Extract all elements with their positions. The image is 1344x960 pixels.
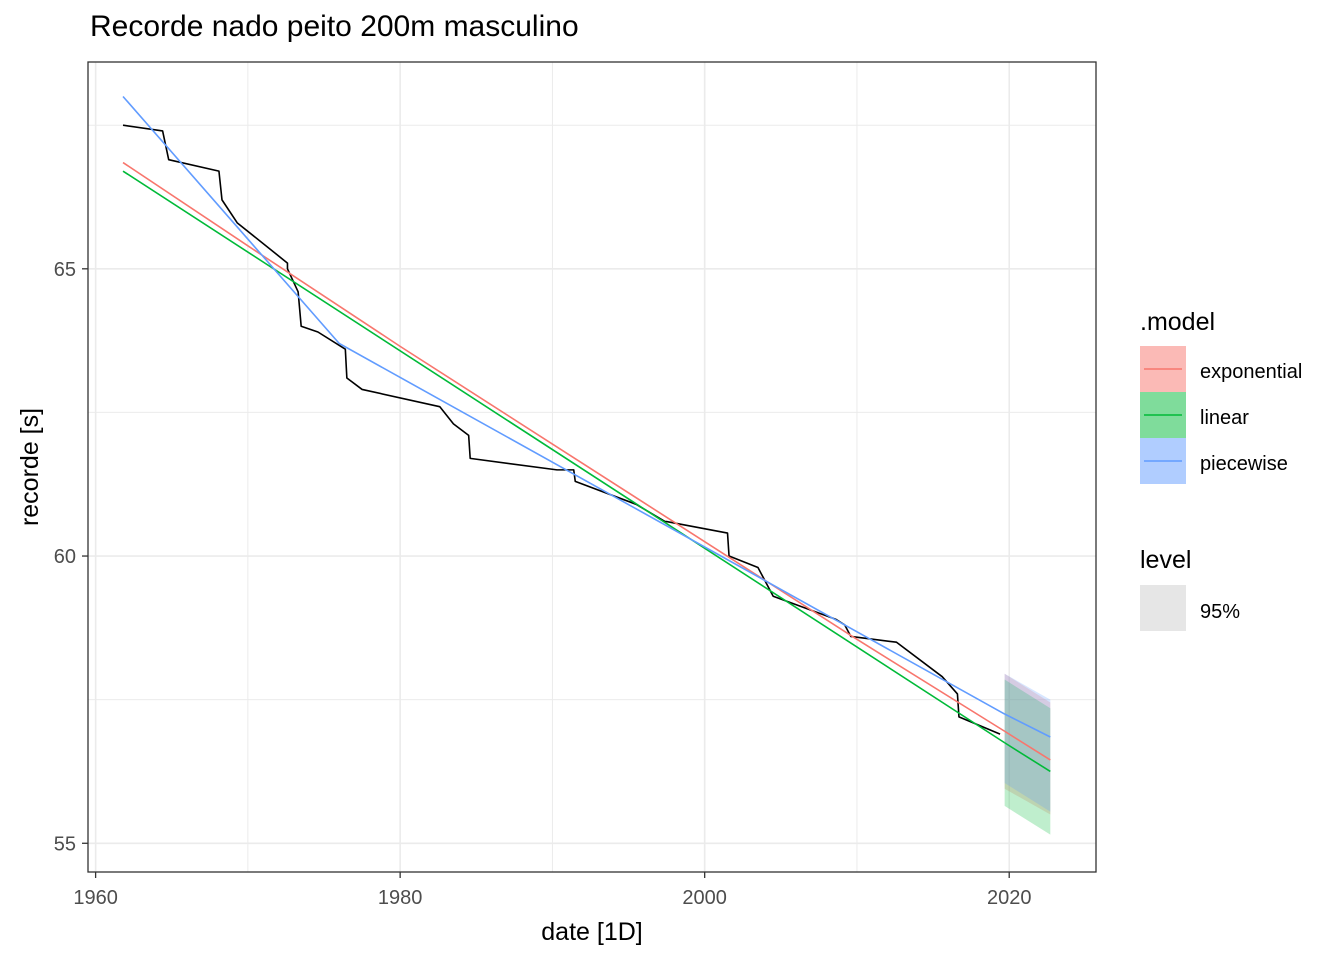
- minor-gridlines: [88, 62, 1096, 872]
- fitted-line-exponential: [122, 161, 1006, 732]
- fitted-line-linear: [122, 170, 1006, 744]
- forecast-line-exponential: [1004, 730, 1051, 761]
- axis-tick-labels: 1960 1980 2000 2020 55 60 65: [54, 259, 1032, 909]
- forecast-ribbon-exponential: [1004, 673, 1051, 815]
- legend-model-title: .model: [1140, 308, 1215, 336]
- axis-ticks: [82, 268, 1010, 878]
- legend-model-items: exponential linear piecewise: [1140, 346, 1302, 484]
- chart-title: Recorde nado peito 200m masculino: [90, 10, 579, 43]
- legend-level-title: level: [1140, 546, 1191, 574]
- x-tick-label: 2020: [987, 887, 1032, 909]
- forecast-line-piecewise: [1004, 713, 1051, 738]
- legend-label-exponential: exponential: [1200, 361, 1302, 383]
- record-layer: [122, 124, 1001, 735]
- forecast-ribbons: [1004, 673, 1051, 835]
- forecast-ribbon-piecewise: [1004, 673, 1051, 812]
- panel-border: [87, 61, 1097, 873]
- y-tick-label: 55: [54, 833, 76, 855]
- x-axis-title: date [1D]: [541, 918, 642, 946]
- model-fits: [122, 95, 1051, 773]
- x-tick-label: 1960: [73, 887, 118, 909]
- legend-label-piecewise: piecewise: [1200, 453, 1288, 475]
- x-tick-label: 2000: [682, 887, 727, 909]
- panel-background: [88, 62, 1096, 872]
- major-gridlines: [88, 62, 1096, 872]
- y-axis-title: recorde [s]: [16, 408, 44, 526]
- forecast-line-linear: [1004, 742, 1051, 773]
- legend-label-linear: linear: [1200, 407, 1249, 429]
- x-tick-label: 1980: [378, 887, 423, 909]
- legend-level-key: [1140, 585, 1186, 631]
- record-line: [122, 124, 1001, 735]
- legend-level-label: 95%: [1200, 601, 1240, 623]
- y-tick-label: 65: [54, 259, 76, 281]
- y-tick-label: 60: [54, 546, 76, 568]
- fitted-line-piecewise: [122, 95, 1006, 715]
